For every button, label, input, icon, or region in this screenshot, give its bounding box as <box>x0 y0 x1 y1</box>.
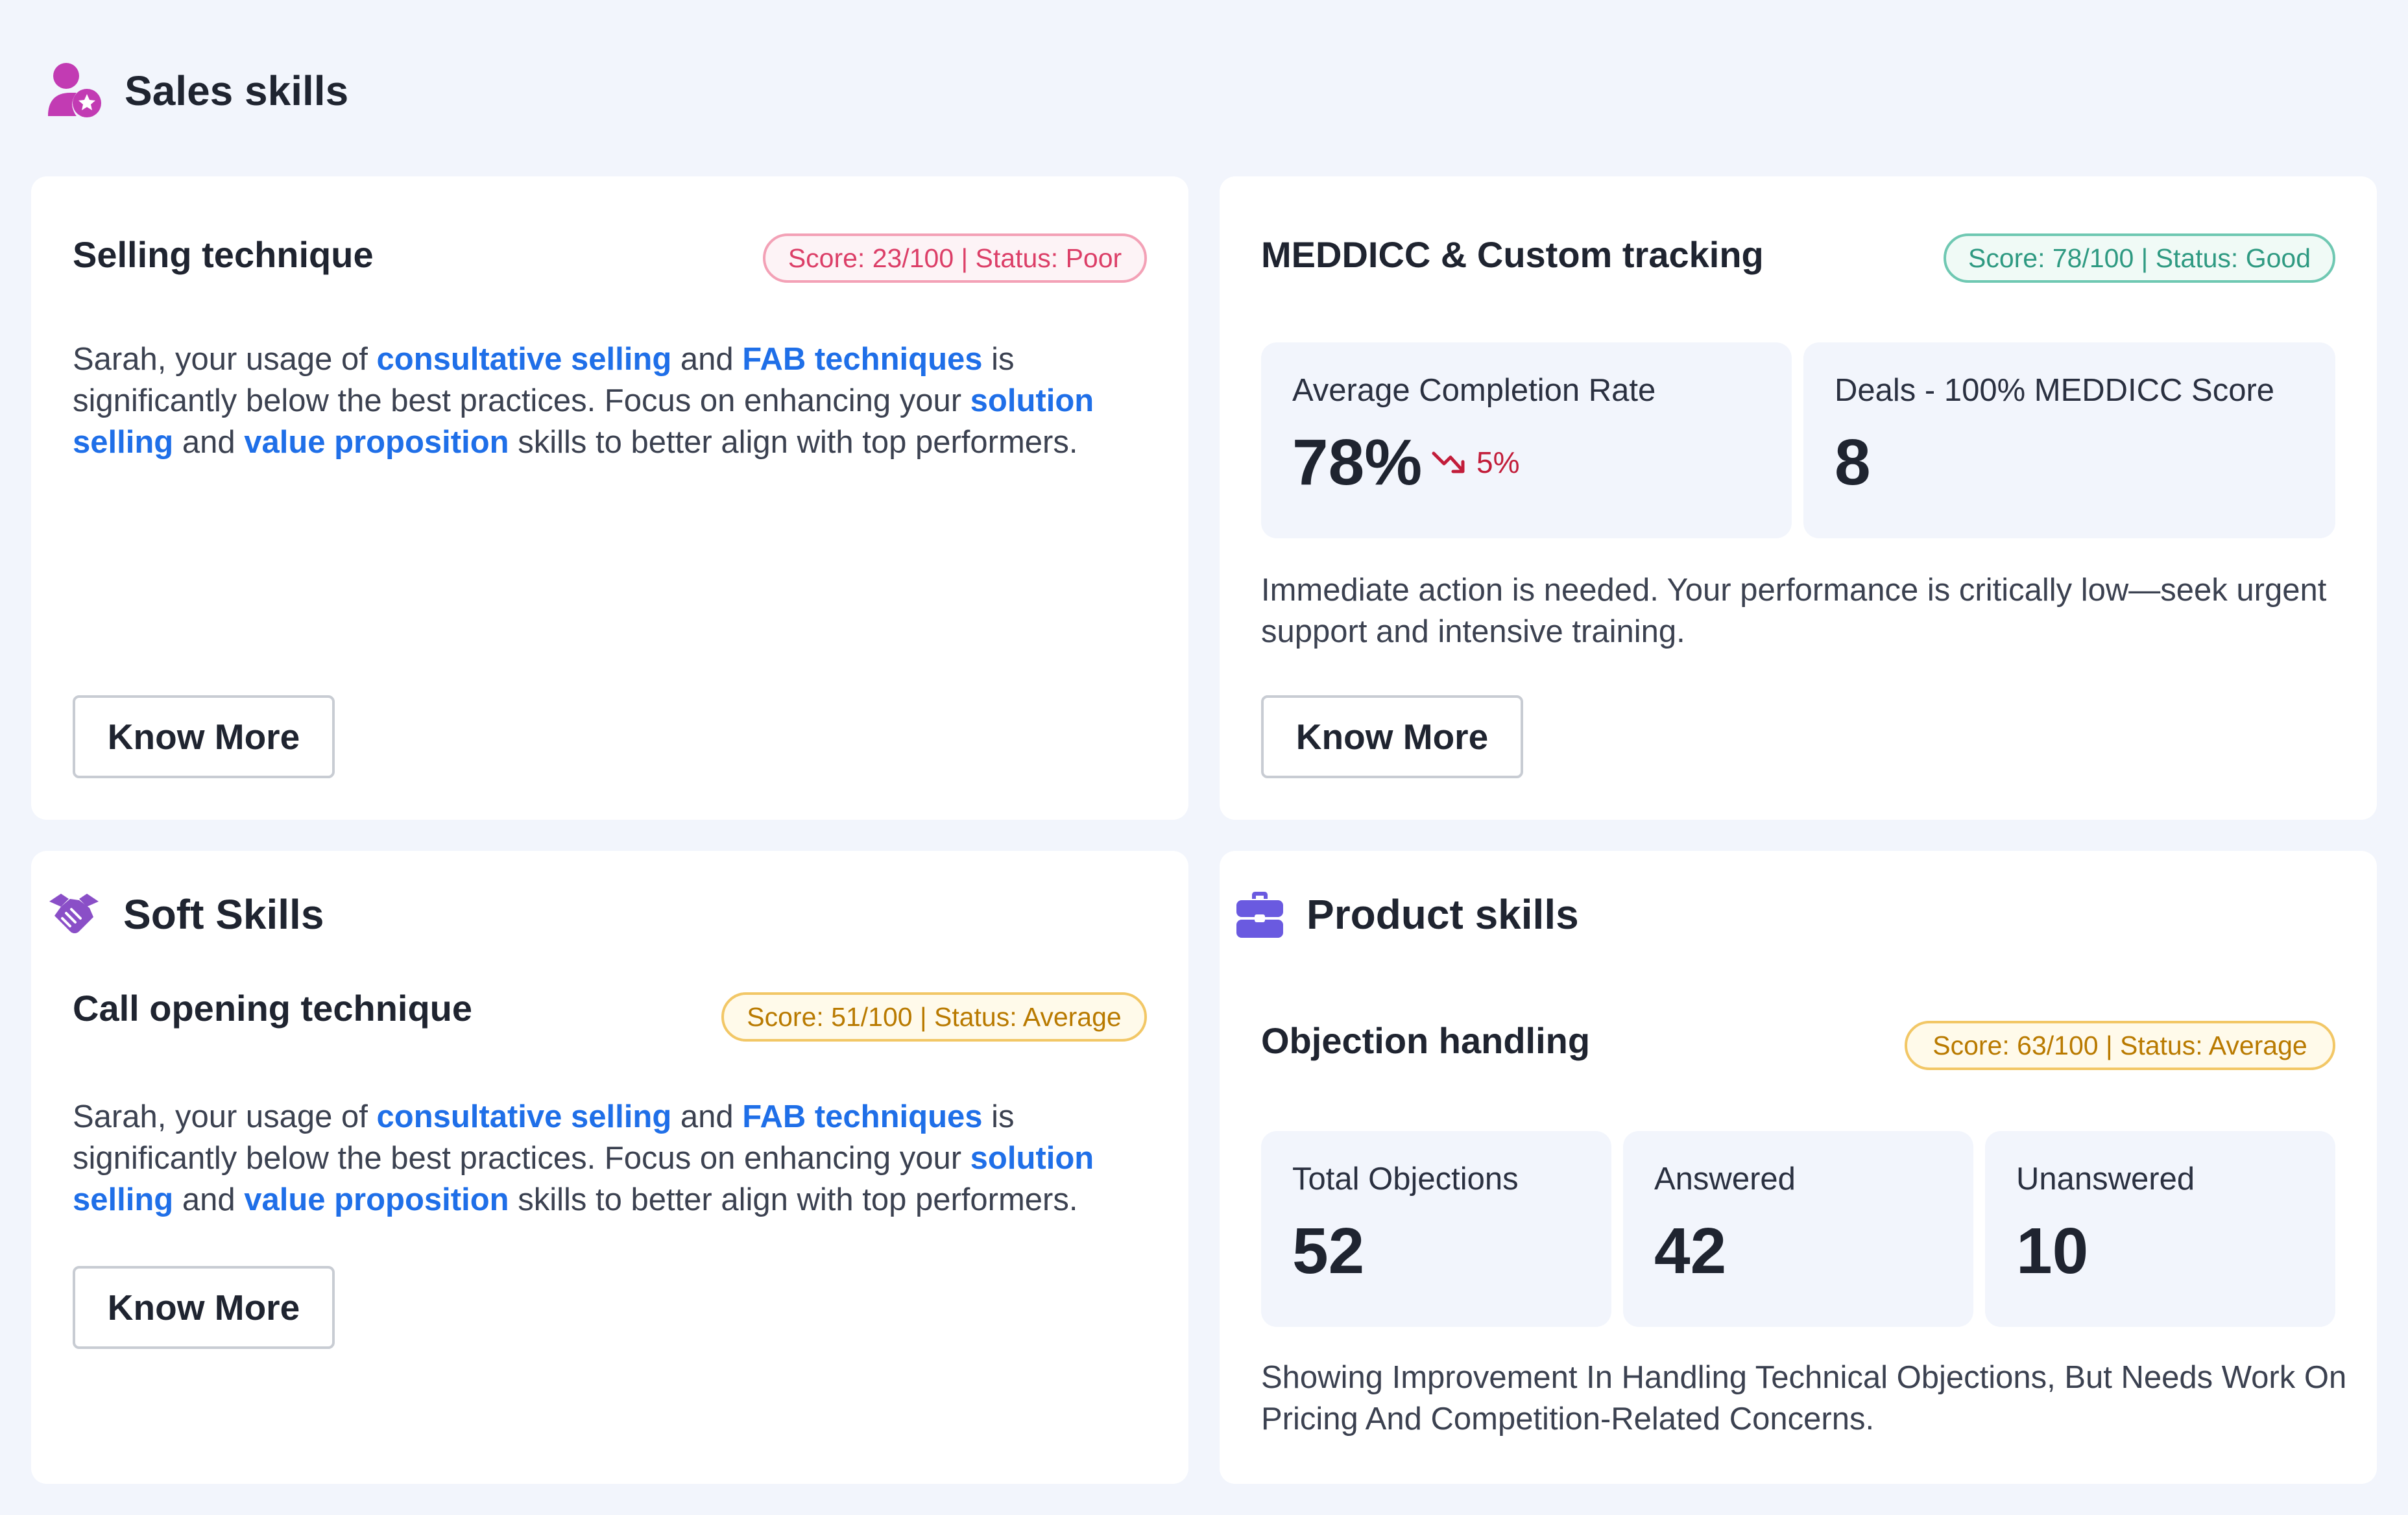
stat-average-completion-rate: Average Completion Rate 78% 5% <box>1261 342 1792 538</box>
highlight-fab-techniques: FAB techniques <box>742 1099 983 1134</box>
highlight-consultative-selling: consultative selling <box>376 342 672 377</box>
know-more-button-selling-technique[interactable]: Know More <box>73 695 335 778</box>
feedback-text: and <box>173 425 245 460</box>
stat-label: Answered <box>1654 1162 1796 1197</box>
feedback-text: and <box>671 342 743 377</box>
soft-skills-header: Soft Skills <box>47 882 324 947</box>
highlight-fab-techniques: FAB techniques <box>742 342 983 377</box>
know-more-button-soft-skills[interactable]: Know More <box>73 1266 335 1349</box>
card-title-meddicc: MEDDICC & Custom tracking <box>1261 234 1764 275</box>
stat-total-objections: Total Objections 52 <box>1261 1131 1611 1327</box>
highlight-consultative-selling: consultative selling <box>376 1099 672 1134</box>
stat-deals-meddicc-score: Deals - 100% MEDDICC Score 8 <box>1803 342 2335 538</box>
stat-label: Total Objections <box>1292 1162 1519 1197</box>
meddicc-card: MEDDICC & Custom tracking Score: 78/100 … <box>1220 176 2377 820</box>
feedback-text: Sarah, your usage of <box>73 342 377 377</box>
handshake-icon <box>47 887 101 942</box>
call-opening-feedback: Sarah, your usage of consultative sellin… <box>73 1096 1162 1221</box>
feedback-text: skills to better align with top performe… <box>509 425 1078 460</box>
soft-skills-card: Soft Skills Call opening technique Score… <box>31 851 1188 1484</box>
feedback-text: is significantly below the best practice… <box>73 1099 1015 1176</box>
feedback-text: skills to better align with top performe… <box>509 1182 1078 1217</box>
score-badge-call-opening: Score: 51/100 | Status: Average <box>721 992 1147 1042</box>
sales-skills-header: Sales skills <box>47 58 348 123</box>
stat-value: 8 <box>1835 426 1871 499</box>
meddicc-message: Immediate action is needed. Your perform… <box>1261 573 2327 649</box>
selling-technique-feedback: Sarah, your usage of consultative sellin… <box>73 339 1162 463</box>
highlight-value-proposition: value proposition <box>244 1182 509 1217</box>
selling-technique-card: Selling technique Score: 23/100 | Status… <box>31 176 1188 820</box>
stat-answered: Answered 42 <box>1623 1131 1973 1327</box>
card-subtitle-objection-handling: Objection handling <box>1261 1020 1591 1061</box>
highlight-value-proposition: value proposition <box>244 425 509 460</box>
stat-value: 78% <box>1292 426 1423 499</box>
product-skills-card: Product skills Objection handling Score:… <box>1220 851 2377 1484</box>
trend-value: 5% <box>1476 446 1520 479</box>
user-star-icon <box>47 62 102 120</box>
stat-value: 52 <box>1292 1215 1365 1287</box>
stat-label: Deals - 100% MEDDICC Score <box>1835 373 2275 408</box>
score-badge-objection-handling: Score: 63/100 | Status: Average <box>1905 1021 2335 1070</box>
product-skills-header: Product skills <box>1235 882 1579 947</box>
feedback-text: and <box>173 1182 245 1217</box>
score-badge-selling-technique: Score: 23/100 | Status: Poor <box>763 233 1147 283</box>
feedback-text: and <box>671 1099 743 1134</box>
highlight-solution-selling: solution selling <box>73 383 1094 460</box>
highlight-solution-selling: solution selling <box>73 1141 1094 1217</box>
stat-label: Unanswered <box>2016 1162 2195 1197</box>
score-badge-meddicc: Score: 78/100 | Status: Good <box>1944 233 2335 283</box>
briefcase-icon <box>1235 890 1284 939</box>
stat-unanswered: Unanswered 10 <box>1985 1131 2335 1327</box>
trend-indicator: 5% <box>1431 445 1519 480</box>
trend-down-icon <box>1431 447 1467 478</box>
feedback-text: Sarah, your usage of <box>73 1099 377 1134</box>
section-title-sales-skills: Sales skills <box>125 67 349 114</box>
section-title-soft-skills: Soft Skills <box>123 891 324 938</box>
stat-label: Average Completion Rate <box>1292 373 1656 408</box>
stat-value: 10 <box>2016 1215 2089 1287</box>
know-more-button-meddicc[interactable]: Know More <box>1261 695 1523 778</box>
feedback-text: is significantly below the best practice… <box>73 342 1015 418</box>
section-title-product-skills: Product skills <box>1306 891 1579 938</box>
objection-handling-message: Showing Improvement In Handling Technica… <box>1261 1360 2347 1437</box>
card-subtitle-call-opening: Call opening technique <box>73 988 473 1029</box>
card-title-selling-technique: Selling technique <box>73 234 374 275</box>
stat-value: 42 <box>1654 1215 1727 1287</box>
